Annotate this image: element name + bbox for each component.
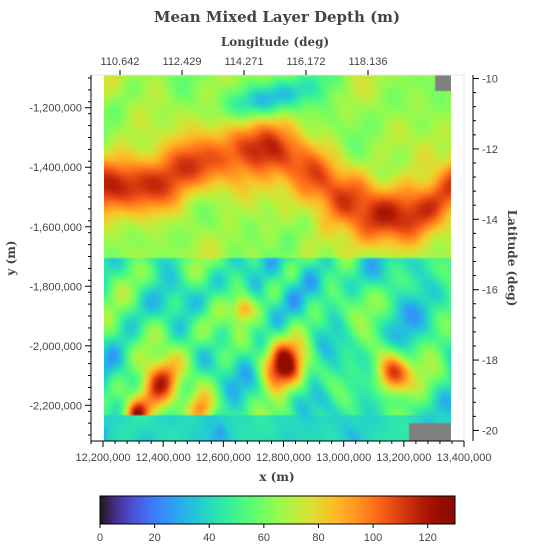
y-tick-label: -1,600,000 xyxy=(29,222,82,234)
x-tick-label: 12,600,000 xyxy=(196,452,251,464)
colorbar: 0 20 40 60 80 100 120 xyxy=(97,495,456,544)
y-axis: -1,200,000 -1,400,000 -1,600,000 -1,800,000… xyxy=(29,75,92,441)
colorbar-tick-label: 100 xyxy=(364,532,382,544)
top-axis-label: Longitude (deg) xyxy=(221,35,329,49)
lon-tick-label: 116.172 xyxy=(287,56,326,68)
chart-title: Mean Mixed Layer Depth (m) xyxy=(154,8,400,26)
x-tick-label: 12,800,000 xyxy=(256,452,311,464)
longitude-axis: 110.642 112.429 114.271 116.172 118.136 xyxy=(101,56,388,75)
lat-tick-label: -16 xyxy=(482,285,498,297)
y-axis-label: y (m) xyxy=(4,240,18,276)
colorbar-frame xyxy=(99,495,456,525)
x-tick-label: 13,000,000 xyxy=(316,452,371,464)
colorbar-tick-label: 20 xyxy=(148,532,160,544)
x-tick-label: 13,400,000 xyxy=(436,452,491,464)
colorbar-gradient xyxy=(100,496,455,524)
y-tick-label: -2,000,000 xyxy=(29,341,82,353)
lon-tick-label: 118.136 xyxy=(349,56,388,68)
lat-tick-label: -14 xyxy=(482,214,498,226)
lat-tick-label: -20 xyxy=(482,425,498,437)
plot-area xyxy=(90,74,465,442)
colorbar-ticks: 0 20 40 60 80 100 120 xyxy=(97,524,437,544)
lon-tick-label: 110.642 xyxy=(101,56,140,68)
x-axis-label: x (m) xyxy=(259,470,294,484)
lon-tick-label: 112.429 xyxy=(163,56,202,68)
colorbar-tick-label: 0 xyxy=(97,532,103,544)
x-tick-label: 12,400,000 xyxy=(136,452,191,464)
y-tick-label: -1,800,000 xyxy=(29,281,82,293)
lat-tick-label: -18 xyxy=(482,355,498,367)
colorbar-tick-label: 60 xyxy=(258,532,270,544)
x-axis: 12,200,000 12,400,000 12,600,000 12,800,000… xyxy=(76,440,492,464)
y-tick-label: -1,400,000 xyxy=(29,162,82,174)
right-axis-label: Latitude (deg) xyxy=(505,210,519,307)
heatmap-image xyxy=(104,75,451,441)
lon-tick-label: 114.271 xyxy=(225,56,264,68)
x-tick-label: 12,200,000 xyxy=(76,452,131,464)
colorbar-tick-label: 120 xyxy=(419,532,437,544)
x-tick-label: 13,200,000 xyxy=(376,452,431,464)
colorbar-tick-label: 40 xyxy=(203,532,215,544)
latitude-axis: -10 -12 -14 -16 -18 -20 xyxy=(472,74,498,441)
y-tick-label: -2,200,000 xyxy=(29,400,82,412)
lat-tick-label: -12 xyxy=(482,144,498,156)
colorbar-tick-label: 80 xyxy=(312,532,324,544)
lat-tick-label: -10 xyxy=(482,74,498,86)
y-tick-label: -1,200,000 xyxy=(29,103,82,115)
